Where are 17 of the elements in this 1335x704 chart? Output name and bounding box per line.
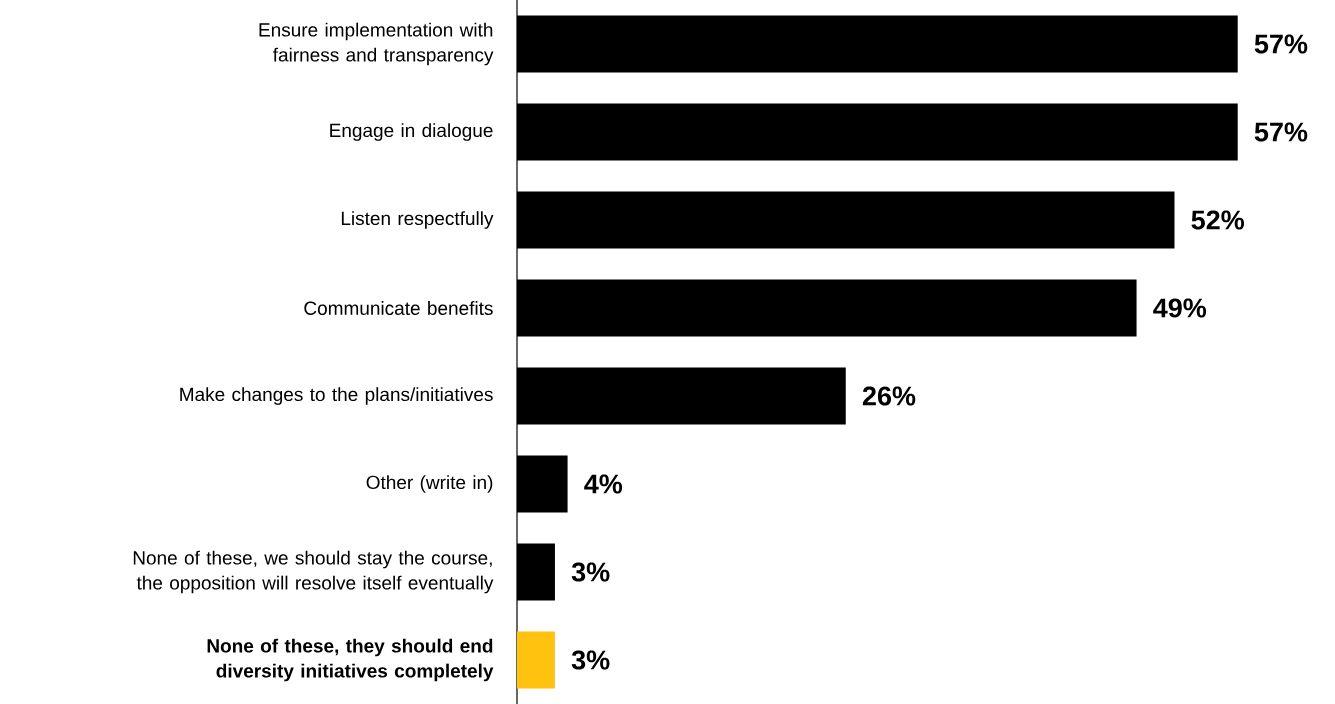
y-tick-label: Engage in dialogue	[330, 123, 493, 141]
y-tick-label: Listen respectfully	[341, 211, 494, 229]
bar	[517, 631, 555, 689]
y-tick-label: Ensure implementation with fairness and transparency	[259, 22, 494, 66]
data-label: 3%	[571, 650, 610, 670]
data-label: 26%	[862, 386, 916, 406]
y-tick-label: None of these, we should stay the course, the opposition will resolve itself eventually	[133, 550, 494, 594]
data-label: 3%	[571, 562, 610, 582]
data-label: 52%	[1191, 210, 1245, 230]
y-tick-label: Other (write in)	[366, 475, 493, 493]
data-label: 4%	[584, 474, 623, 494]
y-tick-label: None of these, they should end diversity initiatives completely	[207, 638, 494, 682]
data-label: 57%	[1254, 122, 1308, 142]
data-label: 57%	[1254, 34, 1308, 54]
data-label: 49%	[1153, 298, 1207, 318]
y-tick-label: Communicate benefits	[304, 301, 493, 315]
y-tick-label: Make changes to the plans/initiatives	[180, 387, 493, 405]
